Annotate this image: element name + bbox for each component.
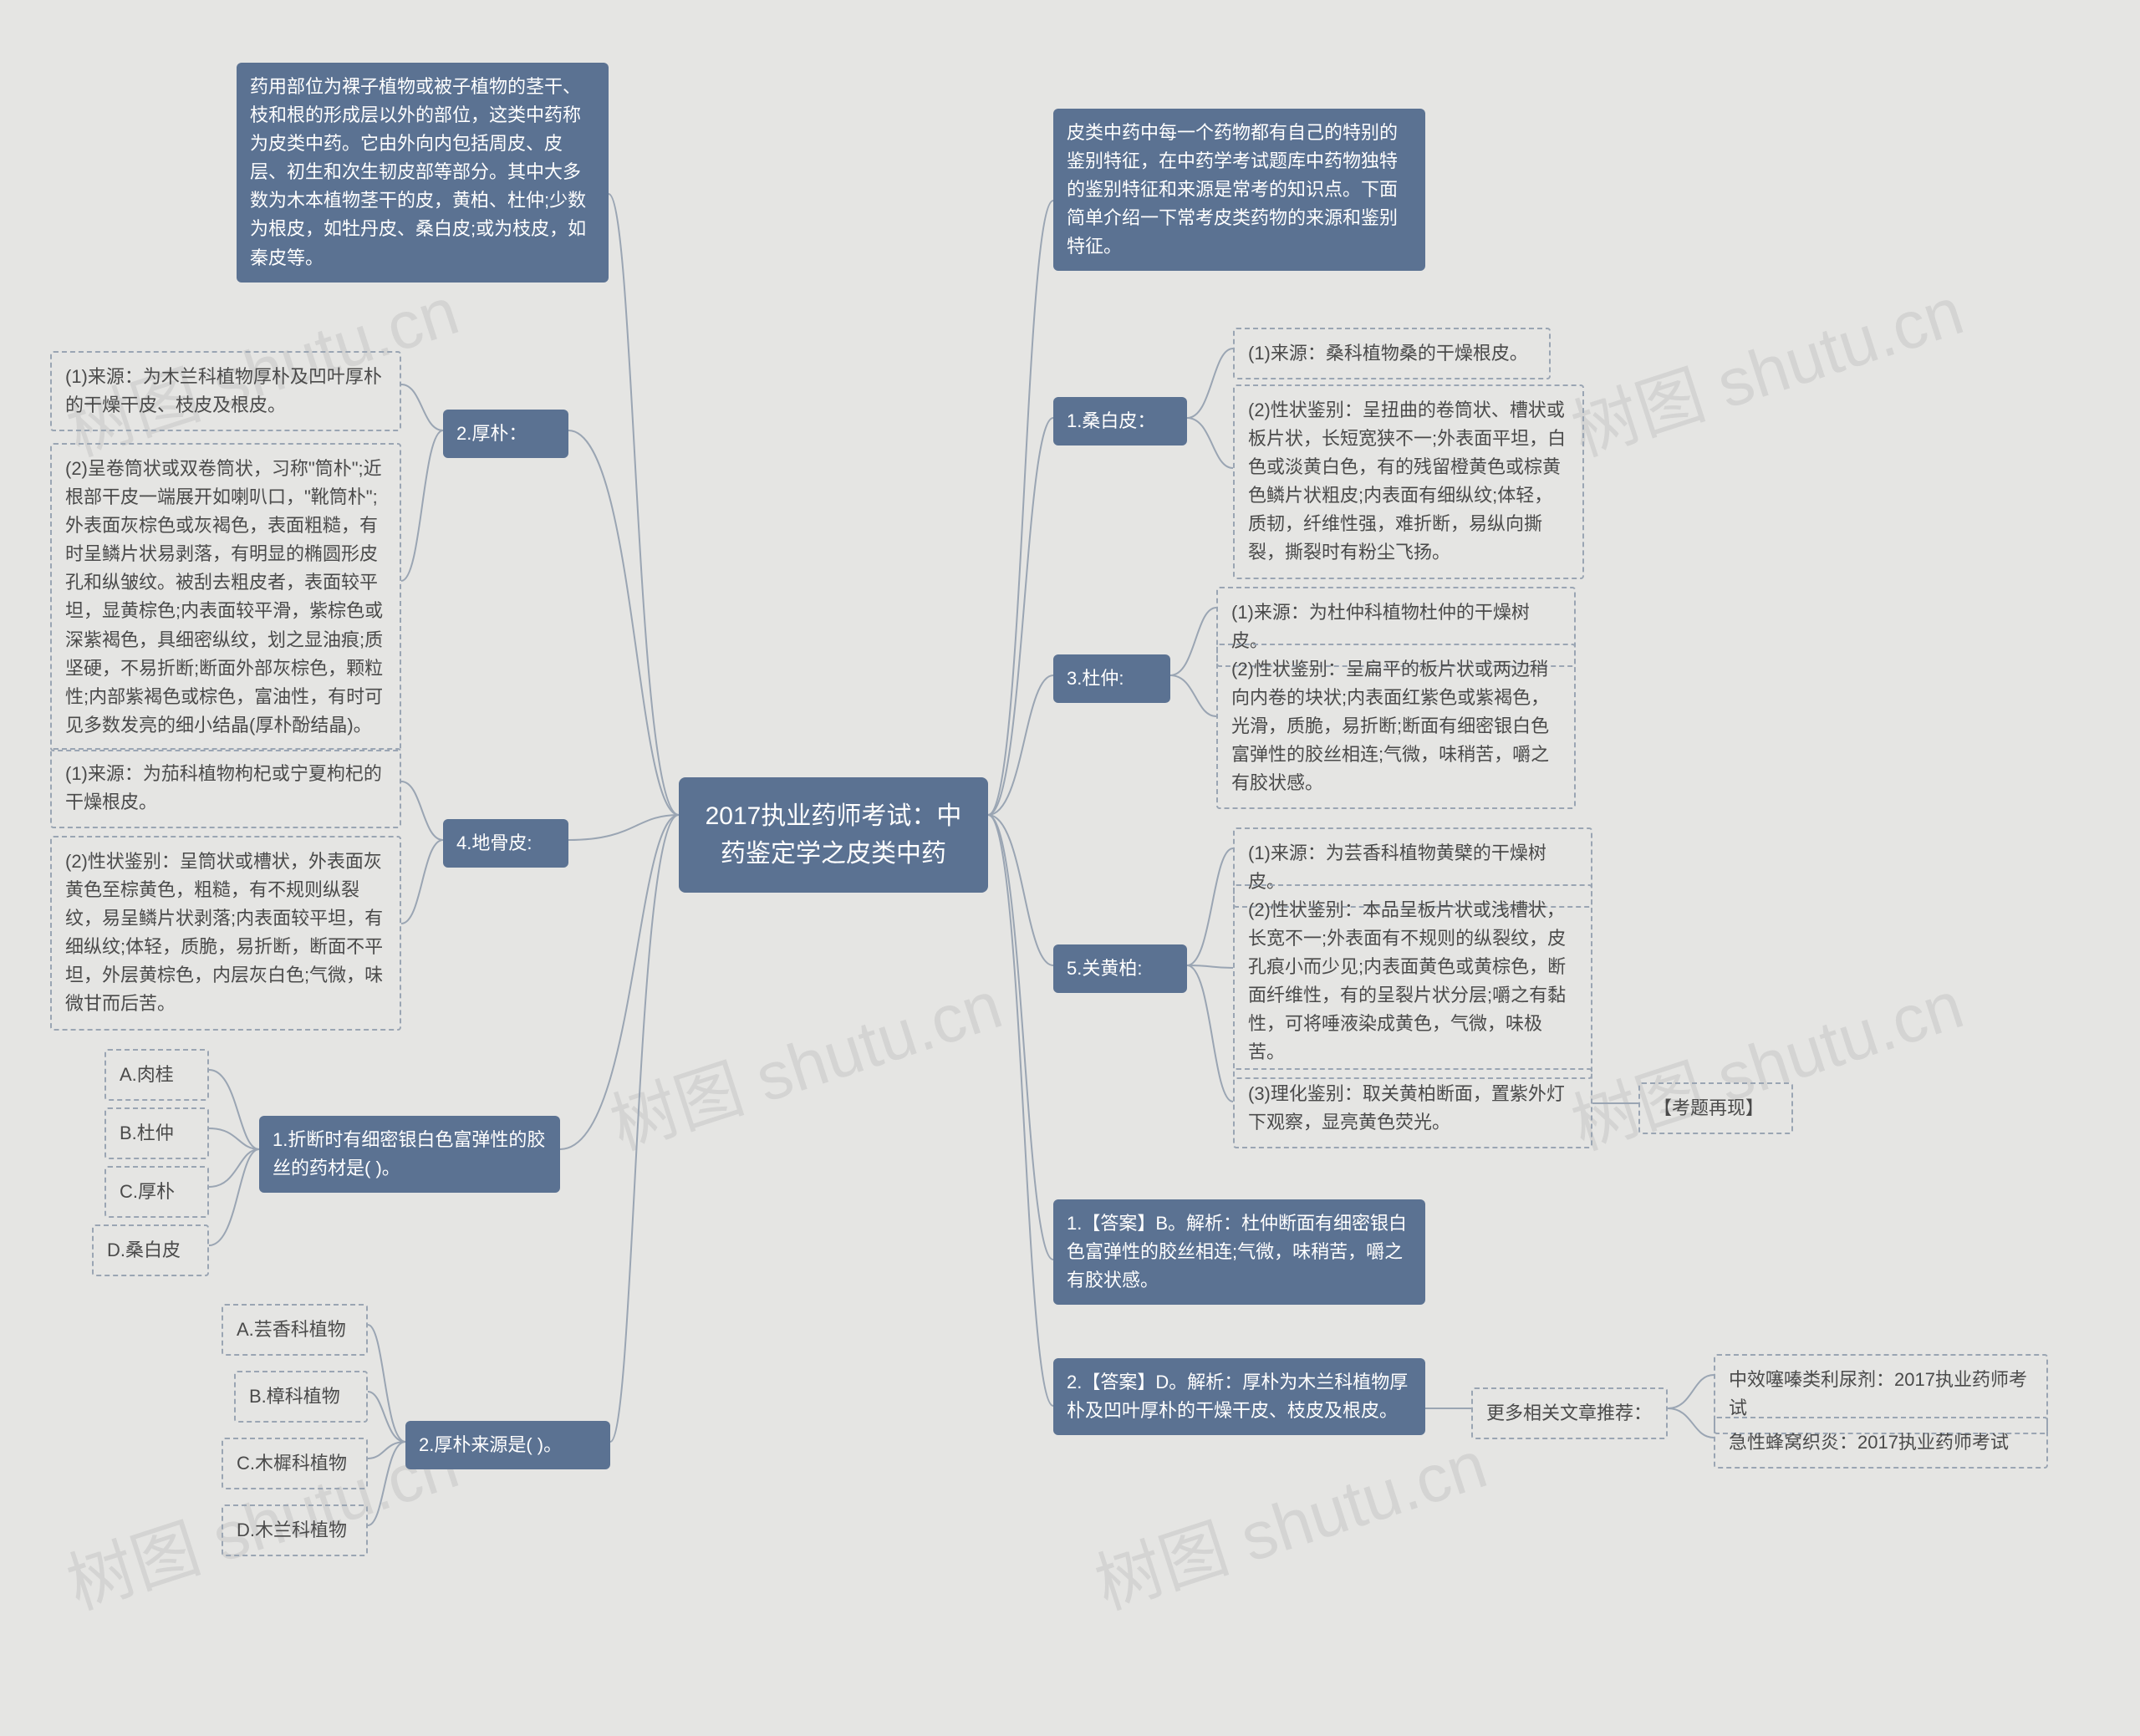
question1-node[interactable]: 1.折断时有细密银白色富弹性的胶丝的药材是( )。 xyxy=(259,1116,560,1193)
watermark: 树图 shutu.cn xyxy=(1558,951,1974,1168)
huangbai-trait-node[interactable]: (2)性状鉴别：本品呈板片状或浅槽状，长宽不一;外表面有不规则的纵裂纹，皮孔痕小… xyxy=(1233,884,1592,1079)
houpu-source-node[interactable]: (1)来源：为木兰科植物厚朴及凹叶厚朴的干燥干皮、枝皮及根皮。 xyxy=(50,351,401,431)
huangbai-node[interactable]: 5.关黄柏: xyxy=(1053,944,1187,993)
sangbaipi-trait-node[interactable]: (2)性状鉴别：呈扭曲的卷筒状、槽状或板片状，长短宽狭不一;外表面平坦，白色或淡… xyxy=(1233,384,1584,579)
watermark: 树图 shutu.cn xyxy=(1558,257,1974,475)
q2-option-b[interactable]: B.樟科植物 xyxy=(234,1371,368,1423)
sangbaipi-node[interactable]: 1.桑白皮： xyxy=(1053,397,1187,445)
mindmap-canvas: 树图 shutu.cn 树图 shutu.cn 树图 shutu.cn 树图 s… xyxy=(0,0,2140,1736)
watermark: 树图 shutu.cn xyxy=(1082,1411,1497,1628)
watermark: 树图 shutu.cn xyxy=(597,951,1012,1168)
intro-left-node[interactable]: 药用部位为裸子植物或被子植物的茎干、枝和根的形成层以外的部位，这类中药称为皮类中… xyxy=(237,63,609,283)
q1-option-b[interactable]: B.杜仲 xyxy=(104,1107,209,1159)
houpu-trait-node[interactable]: (2)呈卷筒状或双卷筒状，习称"筒朴";近根部干皮一端展开如喇叭口，"靴筒朴";… xyxy=(50,443,401,751)
q2-option-d[interactable]: D.木兰科植物 xyxy=(222,1504,368,1556)
q1-option-d[interactable]: D.桑白皮 xyxy=(92,1224,209,1276)
q1-option-a[interactable]: A.肉桂 xyxy=(104,1049,209,1101)
more-articles-node[interactable]: 更多相关文章推荐： xyxy=(1471,1387,1668,1439)
duzhong-trait-node[interactable]: (2)性状鉴别：呈扁平的板片状或两边稍向内卷的块状;内表面红紫色或紫褐色，光滑，… xyxy=(1216,644,1576,809)
houpu-node[interactable]: 2.厚朴： xyxy=(443,410,568,458)
q2-option-c[interactable]: C.木樨科植物 xyxy=(222,1438,368,1489)
kaoti-node[interactable]: 【考题再现】 xyxy=(1638,1082,1793,1134)
q2-option-a[interactable]: A.芸香科植物 xyxy=(222,1304,368,1356)
digupi-trait-node[interactable]: (2)性状鉴别：呈筒状或槽状，外表面灰黄色至棕黄色，粗糙，有不规则纵裂纹，易呈鳞… xyxy=(50,836,401,1031)
sangbaipi-source-node[interactable]: (1)来源：桑科植物桑的干燥根皮。 xyxy=(1233,328,1551,379)
huangbai-physchem-node[interactable]: (3)理化鉴别：取关黄柏断面，置紫外灯下观察，显亮黄色荧光。 xyxy=(1233,1068,1592,1148)
answer1-node[interactable]: 1.【答案】B。解析：杜仲断面有细密银白色富弹性的胶丝相连;气微，味稍苦，嚼之有… xyxy=(1053,1199,1425,1305)
digupi-node[interactable]: 4.地骨皮: xyxy=(443,819,568,868)
digupi-source-node[interactable]: (1)来源：为茄科植物枸杞或宁夏枸杞的干燥根皮。 xyxy=(50,748,401,828)
answer2-node[interactable]: 2.【答案】D。解析：厚朴为木兰科植物厚朴及凹叶厚朴的干燥干皮、枝皮及根皮。 xyxy=(1053,1358,1425,1435)
intro-right-node[interactable]: 皮类中药中每一个药物都有自己的特别的鉴别特征，在中药学考试题库中药物独特的鉴别特… xyxy=(1053,109,1425,271)
question2-node[interactable]: 2.厚朴来源是( )。 xyxy=(405,1421,610,1469)
duzhong-node[interactable]: 3.杜仲: xyxy=(1053,654,1170,703)
related-article-2[interactable]: 急性蜂窝织炎：2017执业药师考试 xyxy=(1714,1417,2048,1469)
center-node[interactable]: 2017执业药师考试：中药鉴定学之皮类中药 xyxy=(679,777,988,893)
q1-option-c[interactable]: C.厚朴 xyxy=(104,1166,209,1218)
